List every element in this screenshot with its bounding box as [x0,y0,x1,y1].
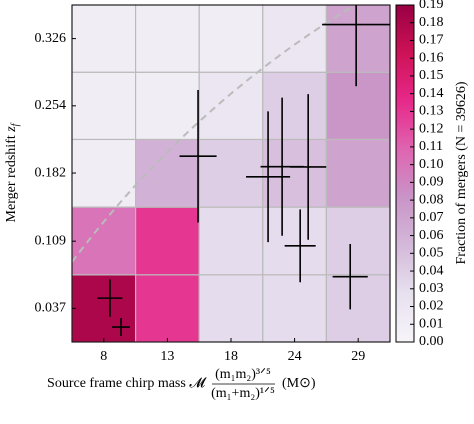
colorbar-tick-label: 0.01 [419,316,444,331]
heatmap [71,4,391,343]
heatmap-cell [198,138,264,208]
heatmap-cell [135,4,200,73]
colorbar-tick-label: 0.08 [419,192,444,207]
y-tick-label: 0.109 [35,233,67,248]
y-label-subscript: f [10,122,21,126]
heatmap-cell [198,71,264,141]
colorbar-tick-label: 0.03 [419,281,444,296]
heatmap-cell [262,71,327,141]
y-tick-label: 0.254 [35,98,67,113]
x-tick-label: 29 [351,349,365,364]
colorbar-tick-label: 0.00 [419,334,444,349]
heatmap-cell [71,206,137,276]
colorbar-tick-label: 0.11 [419,139,443,154]
heatmap-cell [262,138,327,208]
x-label-denominator: (m₁+m₂)¹ᐟ⁵ [211,386,275,401]
colorbar-tick-label: 0.07 [419,210,444,225]
x-tick-label: 18 [224,349,238,364]
heatmap-cell [262,274,327,343]
y-tick-label: 0.182 [35,165,67,180]
heatmap-cell [198,274,264,343]
colorbar-tick-label: 0.10 [419,157,444,172]
heatmap-cell [325,4,391,73]
colorbar-tick-label: 0.12 [419,121,444,136]
y-label-symbol: z [4,126,19,133]
y-tick-label: 0.326 [35,31,67,46]
y-label-text: Merger redshift [4,135,19,222]
colorbar-tick-label: 0.15 [419,68,444,83]
heatmap-cell [198,206,264,276]
heatmap-cell [71,4,137,73]
heatmap-cell [325,71,391,141]
dashed-curve [72,5,356,263]
colorbar-tick-label: 0.04 [419,263,444,278]
x-tick-label: 24 [288,349,302,364]
y-axis-label: Merger redshift zf [4,122,21,222]
heatmap-cell [325,274,391,343]
heatmap-cell [135,71,200,141]
heatmap-cell [325,138,391,208]
heatmap-cell [262,4,327,73]
heatmap-cell [135,206,200,276]
colorbar-tick-label: 0.05 [419,246,444,261]
y-tick-label: 0.037 [35,301,67,316]
colorbar-tick-label: 0.17 [419,33,444,48]
colorbar-tick-label: 0.14 [419,86,444,101]
heatmap-cell [135,274,200,343]
colorbar-tick-label: 0.02 [419,299,444,314]
heatmap-cell [262,206,327,276]
colorbar-label: Fraction of mergers (N = 39626) [454,81,469,264]
x-tick-label: 13 [160,349,174,364]
colorbar-tick-label: 0.06 [419,228,444,243]
x-label-unit: (M⊙) [282,376,316,391]
x-tick-label: 8 [100,349,107,364]
colorbar [395,4,415,343]
heatmap-cell [325,206,391,276]
heatmap-cell [198,4,264,73]
x-label-numerator: (m₁m₂)³ᐟ⁵ [215,367,271,382]
heatmap-cell [71,274,137,343]
heatmap-cell [135,138,200,208]
heatmap-cell [71,71,137,141]
x-axis-label: Source frame chirp mass 𝓜 [47,376,207,391]
colorbar-tick-label: 0.16 [419,50,444,65]
colorbar-tick-label: 0.13 [419,104,444,119]
error-bars [97,5,390,337]
colorbar-tick-label: 0.19 [419,0,444,12]
colorbar-tick-label: 0.18 [419,15,444,30]
colorbar-tick-label: 0.09 [419,175,444,190]
